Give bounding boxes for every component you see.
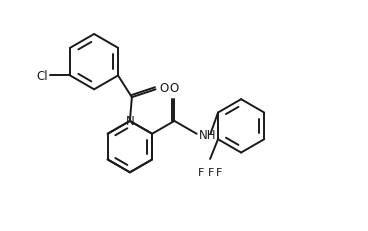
Text: O: O [170,82,179,95]
Text: N: N [125,115,134,128]
Text: F: F [198,167,204,177]
Text: O: O [160,82,169,94]
Text: F: F [208,167,214,177]
Text: F: F [216,167,222,177]
Text: Cl: Cl [37,70,49,83]
Text: NH: NH [199,129,216,142]
